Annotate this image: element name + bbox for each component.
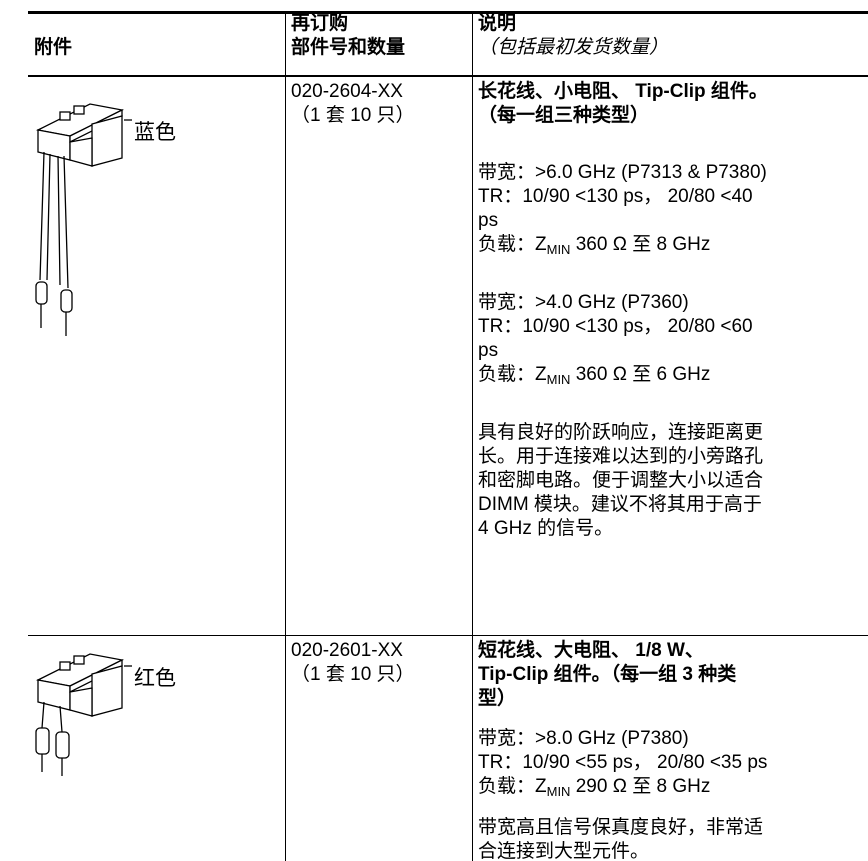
desc-line: TR：10/90 <130 ps， 20/80 <60 — [478, 316, 753, 337]
paragraph: 带宽：>6.0 GHz (P7313 & P7380) TR：10/90 <130… — [478, 161, 768, 258]
header-line: 再订购 — [291, 13, 349, 34]
desc-line: 合连接到大型元件。 — [478, 841, 650, 861]
text: 负载：Z — [478, 234, 547, 255]
illustration: 红色 — [35, 653, 176, 776]
desc-title-line: 长花线、小电阻、 Tip-Clip 组件。 — [478, 81, 768, 102]
rule — [285, 11, 286, 861]
desc-line: 带宽：>6.0 GHz (P7313 & P7380) — [478, 162, 767, 183]
paragraph: 具有良好的阶跃响应，连接距离更 长。用于连接难以达到的小旁路孔 和密脚电路。便于调整… — [478, 421, 768, 541]
text: 负载：Z — [478, 776, 547, 797]
description: 短花线、大电阻、 1/8 W、 Tip-Clip 组件。（每一组 3 种类 型） 带宽… — [478, 639, 767, 861]
quantity: （1 套 10 只） — [291, 664, 415, 685]
desc-title-line: （每一组三种类型） — [478, 105, 650, 126]
header-line: 部件号和数量 — [291, 37, 406, 58]
desc-line: 和密脚电路。便于调整大小以适合 — [478, 470, 764, 491]
text: 360 Ω 至 6 GHz — [570, 364, 711, 385]
desc-title-line: 短花线、大电阻、 1/8 W、 — [478, 640, 704, 661]
subscript: MIN — [546, 242, 571, 257]
desc-line: ps — [478, 210, 499, 231]
paragraph: 带宽高且信号保真度良好，非常适 合连接到大型元件。 — [478, 816, 767, 861]
header-cell: 附件 — [34, 37, 73, 58]
part-cell: 020-2604-XX （1 套 10 只） — [291, 80, 415, 128]
rule — [28, 75, 868, 77]
color-label: 蓝色 — [134, 120, 176, 144]
paragraph: 带宽：>8.0 GHz (P7380) TR：10/90 <55 ps， 20/8… — [478, 727, 767, 800]
quantity: （1 套 10 只） — [291, 105, 415, 126]
paragraph: 带宽：>4.0 GHz (P7360) TR：10/90 <130 ps， 20/… — [478, 291, 768, 388]
text: 负载：Z — [478, 364, 547, 385]
desc-line: 负载：ZMIN 290 Ω 至 8 GHz — [478, 775, 767, 800]
desc-line: 长。用于连接难以达到的小旁路孔 — [478, 446, 764, 467]
desc-title-line: 型） — [478, 688, 517, 709]
part-number: 020-2601-XX — [291, 640, 403, 661]
desc-line: 带宽高且信号保真度良好，非常适 — [478, 817, 764, 838]
desc-line: DIMM 模块。建议不将其用于高于 — [478, 494, 762, 515]
desc-line: 负载：ZMIN 360 Ω 至 6 GHz — [478, 363, 768, 388]
text: 360 Ω 至 8 GHz — [570, 234, 711, 255]
header-cell: 说明 （包括最初发货数量） — [478, 12, 668, 60]
text: 290 Ω 至 8 GHz — [570, 776, 711, 797]
header-cell: 再订购 部件号和数量 — [291, 12, 405, 60]
rule — [472, 11, 473, 861]
part-cell: 020-2601-XX （1 套 10 只） — [291, 639, 415, 687]
desc-line: ps — [478, 340, 499, 361]
rule — [28, 635, 868, 636]
color-label: 红色 — [134, 666, 176, 690]
desc-line: 带宽：>4.0 GHz (P7360) — [478, 292, 689, 313]
desc-line: TR：10/90 <55 ps， 20/80 <35 ps — [478, 752, 768, 773]
desc-line: 负载：ZMIN 360 Ω 至 8 GHz — [478, 233, 768, 258]
desc-line: 带宽：>8.0 GHz (P7380) — [478, 728, 689, 749]
rule — [28, 11, 868, 14]
illustration: 蓝色 — [35, 103, 176, 336]
subscript: MIN — [546, 784, 571, 799]
header-line: 说明 — [478, 13, 517, 34]
desc-line: TR：10/90 <130 ps， 20/80 <40 — [478, 186, 753, 207]
description: 长花线、小电阻、 Tip-Clip 组件。 （每一组三种类型） 带宽：>6.0 GH… — [478, 80, 768, 541]
subscript: MIN — [546, 372, 571, 387]
desc-line: 具有良好的阶跃响应，连接距离更 — [478, 422, 764, 443]
part-number: 020-2604-XX — [291, 81, 403, 102]
header-line: （包括最初发货数量） — [478, 37, 669, 58]
desc-line: 4 GHz 的信号。 — [478, 518, 614, 539]
desc-title-line: Tip-Clip 组件。（每一组 3 种类 — [478, 664, 737, 685]
